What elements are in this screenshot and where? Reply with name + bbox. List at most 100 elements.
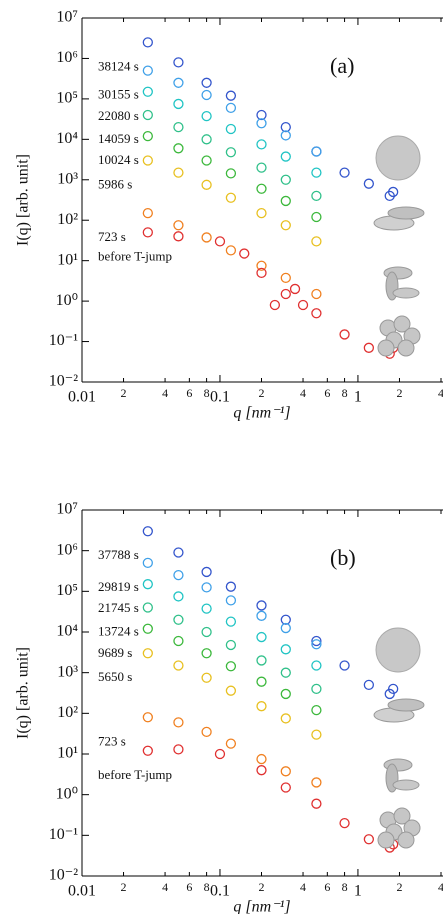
y-tick-label: 10² — [57, 704, 78, 721]
data-point — [201, 726, 212, 738]
y-axis-label: I(q) [arb. unit] — [15, 647, 32, 739]
illustration-sphere — [375, 627, 421, 673]
series-label: before T-jump — [98, 248, 172, 263]
data-point — [201, 648, 212, 659]
data-point — [201, 626, 212, 638]
x-tick-label: 6 — [324, 880, 330, 894]
y-tick-label: 10⁻² — [49, 867, 78, 884]
data-point — [311, 236, 322, 247]
data-point — [339, 167, 350, 178]
data-point — [339, 817, 350, 829]
y-tick-label: 10⁴ — [56, 623, 78, 640]
data-point — [280, 622, 291, 634]
data-point — [339, 660, 350, 671]
data-point — [142, 207, 153, 219]
illustration-particle — [377, 339, 395, 357]
data-point — [311, 635, 322, 647]
x-tick-label: 2 — [396, 880, 402, 894]
data-point — [280, 130, 291, 141]
data-point — [225, 123, 237, 135]
data-point — [142, 227, 153, 238]
series — [142, 227, 399, 359]
x-tick-label: 0.01 — [68, 883, 96, 900]
x-axis-label: q [nm⁻¹] — [233, 899, 290, 914]
illustration-particle — [393, 807, 411, 825]
data-point — [173, 547, 184, 558]
illustration-particle — [393, 315, 411, 333]
series-label: 14059 s — [98, 131, 139, 146]
data-point — [256, 207, 267, 219]
series-label: 13724 s — [98, 624, 139, 639]
data-point — [256, 676, 267, 687]
data-point — [225, 581, 237, 592]
y-tick-label: 10⁵ — [56, 90, 78, 107]
data-point — [225, 192, 237, 203]
x-tick-label: 2 — [259, 880, 265, 894]
data-point — [142, 86, 153, 97]
data-point — [311, 704, 322, 716]
data-point — [280, 151, 291, 162]
series — [142, 712, 322, 788]
data-point — [173, 570, 184, 581]
y-tick-label: 10⁻¹ — [49, 332, 78, 349]
data-point — [280, 122, 291, 133]
data-point — [280, 667, 291, 678]
data-point — [225, 102, 237, 114]
y-tick-label: 10¹ — [57, 251, 78, 268]
illustration-sphere — [375, 135, 421, 181]
data-point — [363, 342, 375, 353]
series-label: 723 s — [98, 229, 126, 244]
x-tick-label: 4 — [438, 386, 443, 400]
data-point — [280, 713, 291, 724]
data-point — [173, 143, 184, 154]
data-point — [142, 745, 153, 756]
data-point — [173, 744, 184, 755]
series — [142, 130, 322, 223]
x-axis-label: q [nm⁻¹] — [233, 405, 290, 422]
data-point — [311, 308, 322, 319]
y-tick-label: 10⁶ — [56, 49, 78, 66]
data-point — [311, 777, 322, 788]
series — [142, 86, 322, 178]
illustration-particle — [397, 339, 415, 357]
series — [142, 155, 322, 247]
series-label: 723 s — [98, 733, 126, 748]
data-point — [256, 139, 267, 150]
series-label: before T-jump — [98, 767, 172, 782]
series-label: 5986 s — [98, 176, 132, 191]
x-tick-label: 0.1 — [210, 389, 230, 406]
x-tick-label: 4 — [438, 880, 443, 894]
data-point — [201, 77, 212, 88]
illustration-disk — [387, 206, 425, 220]
data-point — [363, 178, 375, 189]
data-point — [225, 616, 237, 627]
data-point — [311, 683, 322, 694]
y-tick-label: 10⁻² — [49, 373, 78, 390]
x-tick-label: 2 — [259, 386, 265, 400]
x-tick-label: 6 — [324, 386, 330, 400]
data-point — [388, 186, 399, 198]
data-point — [280, 644, 291, 655]
y-tick-label: 10⁷ — [56, 501, 78, 518]
data-point — [311, 211, 322, 223]
data-point — [225, 639, 237, 651]
x-tick-label: 0.1 — [210, 883, 230, 900]
data-point — [280, 766, 291, 777]
illustration-disk — [387, 698, 425, 712]
data-point — [225, 738, 237, 749]
data-point — [142, 65, 153, 76]
x-tick-label: 4 — [300, 386, 306, 400]
series-label: 21745 s — [98, 600, 139, 615]
series-label: 9689 s — [98, 645, 132, 660]
data-point — [201, 155, 212, 166]
data-point — [239, 248, 250, 259]
data-point — [225, 245, 237, 256]
x-tick-label: 6 — [186, 386, 192, 400]
data-point — [201, 134, 212, 145]
data-point — [173, 591, 184, 602]
data-point — [280, 220, 291, 231]
data-point — [256, 109, 267, 121]
series — [142, 623, 322, 716]
